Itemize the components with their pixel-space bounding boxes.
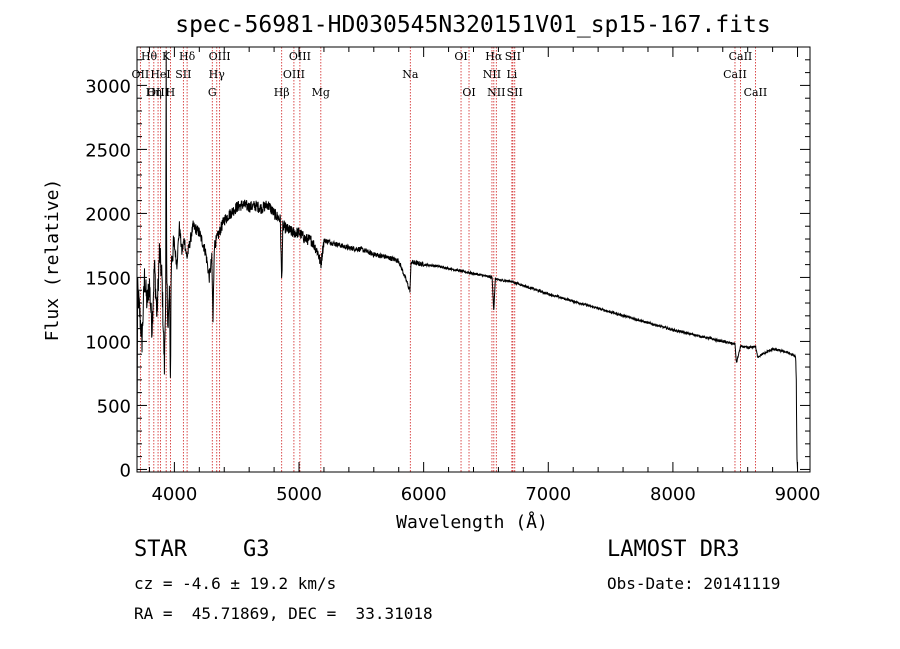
spectral-line-label: OIII	[289, 50, 311, 63]
spectral-line-label: Hδ	[179, 50, 196, 63]
spectral-line-label: Mg	[312, 86, 330, 99]
y-axis-label: Flux (relative)	[42, 179, 63, 342]
x-tick-label: 9000	[775, 484, 821, 505]
spectral-line-label: Hα	[485, 50, 503, 63]
observation-date: Obs-Date: 20141119	[607, 574, 781, 593]
spectral-line-label: NII	[487, 86, 505, 99]
spectral-line-label: Hγ	[209, 68, 226, 81]
spectral-line-label: OI	[462, 86, 475, 99]
spectral-line-label: SII	[505, 50, 521, 63]
spectral-line-label: H	[166, 86, 176, 99]
spectral-line-label: OI	[454, 50, 467, 63]
y-tick-label: 0	[120, 460, 131, 481]
axis-ticks: 4000 5000 6000 7000 8000 9000 0 500 1000 1500 2000…	[85, 47, 820, 505]
x-tick-label: 8000	[650, 484, 696, 505]
x-tick-label: 4000	[151, 484, 197, 505]
figure-title: spec-56981-HD030545N320151V01_sp15-167.f…	[175, 12, 770, 38]
x-tick-label: 7000	[525, 484, 571, 505]
spectral-line-label: OII	[132, 68, 150, 81]
x-tick-label: 5000	[276, 484, 322, 505]
y-tick-label: 500	[97, 396, 131, 417]
spectral-line-label: Hθ	[141, 50, 158, 63]
y-tick-label: 1500	[85, 268, 131, 289]
spectral-line-label: OIII	[209, 50, 231, 63]
spectral-line-label: OIII	[283, 68, 305, 81]
spectral-line-label: NII	[483, 68, 501, 81]
x-tick-label: 6000	[401, 484, 447, 505]
spectral-line-label: OIII	[147, 86, 169, 99]
spectrum-line	[136, 50, 798, 470]
object-subclass: G3	[243, 537, 270, 562]
y-tick-label: 2500	[85, 140, 131, 161]
spectral-line-label: CaII	[723, 68, 747, 81]
spectral-line-label: Na	[402, 68, 419, 81]
spectral-line-label: SII	[507, 86, 523, 99]
spectral-line-label: CaII	[729, 50, 753, 63]
y-tick-label: 3000	[85, 76, 131, 97]
object-class: STAR	[134, 537, 187, 562]
y-tick-label: 2000	[85, 204, 131, 225]
spectral-line-label: SII	[175, 68, 191, 81]
redshift-velocity: cz = -4.6 ± 19.2 km/s	[134, 574, 337, 593]
y-tick-label: 1000	[85, 332, 131, 353]
spectral-line-label: Hη	[146, 86, 162, 99]
spectral-line-label: G	[208, 86, 217, 99]
spectral-line-markers	[139, 47, 756, 472]
ra-dec-coordinates: RA = 45.71869, DEC = 33.31018	[134, 604, 433, 623]
x-axis-label: Wavelength (Å)	[396, 511, 548, 533]
plot-frame	[136, 46, 811, 473]
spectral-line-label: CaII	[744, 86, 768, 99]
spectral-line-label: Li	[506, 68, 517, 81]
spectral-line-label: Hβ	[274, 86, 290, 99]
survey-name: LAMOST DR3	[607, 537, 740, 562]
spectral-line-label: HeI	[150, 68, 170, 81]
